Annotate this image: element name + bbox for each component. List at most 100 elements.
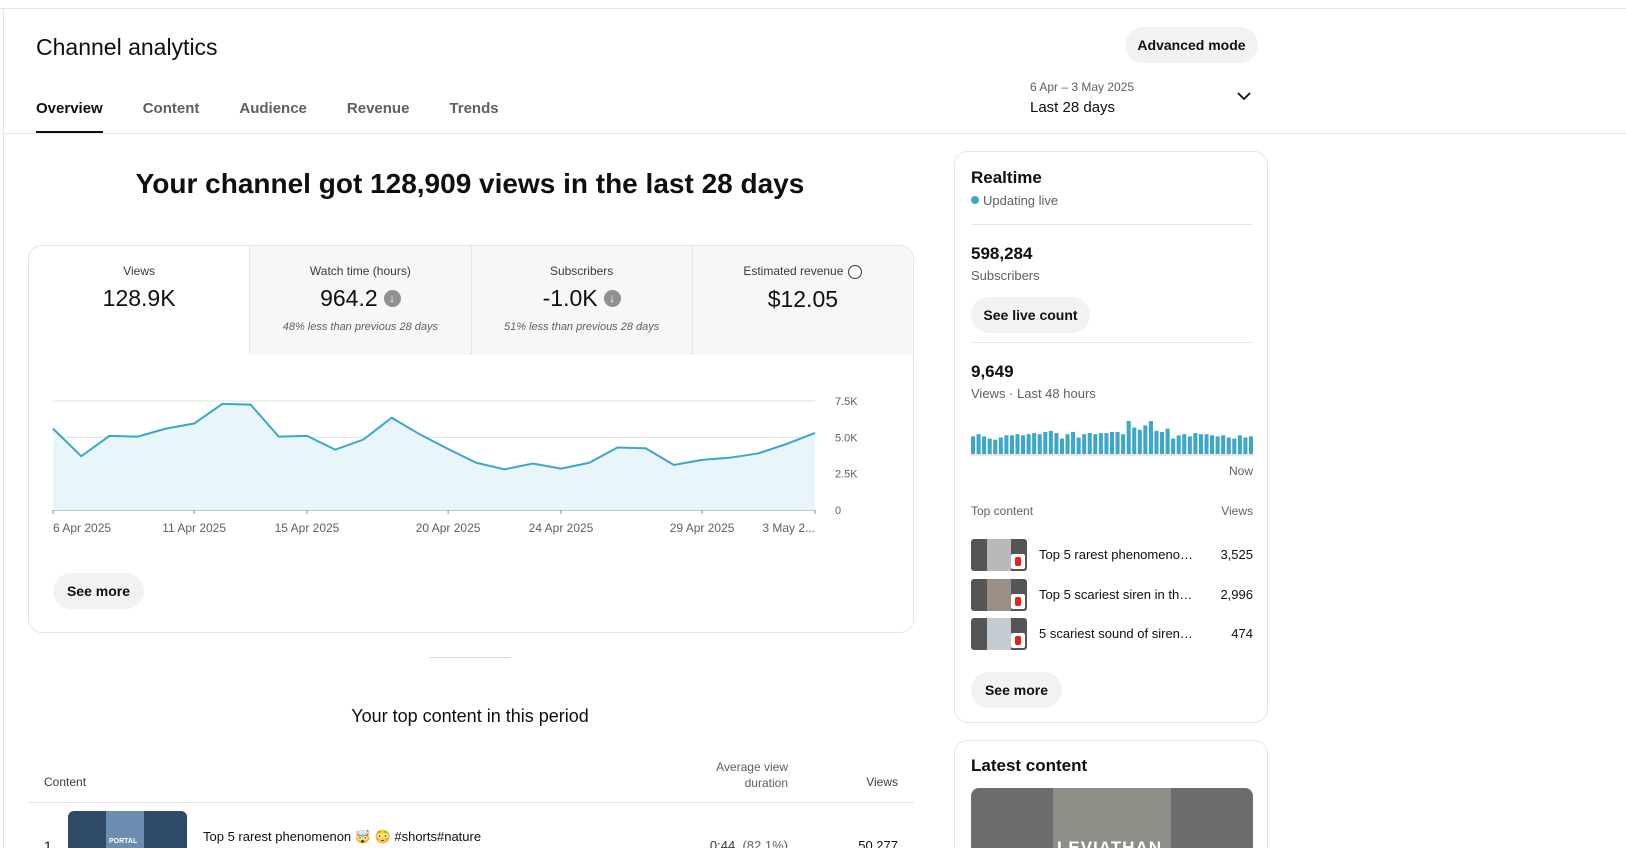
realtime-bar	[1076, 437, 1081, 454]
x-tick-label: 11 Apr 2025	[162, 521, 226, 535]
realtime-bar-chart	[971, 421, 1253, 456]
row-rank: 1	[44, 838, 52, 848]
video-thumbnail	[971, 539, 1027, 571]
tab-revenue[interactable]: Revenue	[346, 100, 410, 117]
realtime-item-views: 2,996	[1220, 587, 1253, 602]
realtime-bar	[1048, 430, 1053, 454]
page-title: Channel analytics	[36, 34, 218, 60]
latest-video-thumbnail[interactable]: LEVIATHAN	[971, 788, 1253, 848]
realtime-bar	[1187, 436, 1192, 454]
realtime-bar	[1009, 435, 1014, 454]
views-column-label: Views	[1221, 504, 1253, 518]
realtime-bar	[1032, 433, 1037, 454]
realtime-bar	[1176, 435, 1181, 454]
realtime-bar	[1065, 434, 1070, 454]
metric-watch-time[interactable]: Watch time (hours) 964.2 48% less than p…	[249, 246, 471, 355]
realtime-bar	[1193, 433, 1198, 454]
video-thumbnail[interactable]: PORTAL	[68, 811, 187, 848]
realtime-bar	[1182, 434, 1187, 454]
metric-label: Subscribers	[549, 264, 614, 278]
metric-tabs: Views 128.9K Watch time (hours) 964.2 48…	[29, 246, 913, 355]
metric-value: 964.2	[320, 285, 378, 311]
metric-revenue[interactable]: Estimated revenue $12.05	[691, 246, 913, 355]
realtime-bar	[1210, 435, 1215, 454]
tab-content[interactable]: Content	[142, 100, 200, 117]
divider	[971, 342, 1253, 343]
metric-subscribers[interactable]: Subscribers -1.0K 51% less than previous…	[470, 246, 692, 355]
date-range-picker[interactable]: 6 Apr – 3 May 2025 Last 28 days	[1030, 80, 1134, 116]
tab-audience[interactable]: Audience	[239, 100, 307, 117]
y-tick-label: 5.0K	[835, 432, 858, 444]
realtime-bar	[1037, 434, 1042, 454]
x-tick-label: 29 Apr 2025	[670, 521, 735, 535]
realtime-bar	[1137, 429, 1142, 454]
realtime-bar	[982, 436, 987, 454]
realtime-bar	[1104, 433, 1109, 454]
realtime-title: Realtime	[971, 168, 1042, 187]
row-views: 50,277	[858, 838, 898, 848]
column-header-content: Content	[44, 775, 87, 789]
see-live-count-button[interactable]: See live count	[971, 297, 1090, 333]
subscriber-label: Subscribers	[971, 268, 1040, 283]
realtime-views-count: 9,649	[971, 362, 1014, 381]
date-range-dates: 6 Apr – 3 May 2025	[1030, 80, 1135, 94]
realtime-bar	[1221, 435, 1226, 454]
metric-views[interactable]: Views 128.9K	[29, 246, 250, 355]
chart-area-fill	[53, 403, 815, 510]
views-series-line	[52, 402, 816, 471]
realtime-bar	[1248, 436, 1253, 454]
realtime-bar	[1126, 421, 1131, 454]
section-divider	[429, 657, 511, 658]
summary-headline: Your channel got 128,909 views in the la…	[135, 168, 805, 199]
x-tick-label: 6 Apr 2025	[53, 521, 111, 535]
latest-content-card: Latest content LEVIATHAN	[954, 740, 1268, 848]
top-content-heading: Your top content in this period	[351, 706, 589, 726]
realtime-item[interactable]: Top 5 rarest phenomenon 🤯 😳 #shorts#natu…	[971, 539, 1253, 571]
realtime-see-more-button[interactable]: See more	[971, 672, 1062, 708]
realtime-item[interactable]: 5 scariest sound of siren head 474	[971, 618, 1253, 650]
video-thumbnail	[971, 579, 1027, 611]
realtime-item[interactable]: Top 5 scariest siren in the world 2,996	[971, 579, 1253, 611]
views-line-chart: 0 2.5K 5.0K 7.5K 6 Apr 2025 11 Apr 2025 15 Apr…	[52, 396, 858, 535]
video-thumbnail	[971, 618, 1027, 650]
avd-time: 0:44	[709, 838, 736, 848]
y-tick-label: 0	[835, 505, 841, 517]
metric-label: Watch time (hours)	[309, 264, 411, 278]
metric-value: 128.9K	[102, 285, 176, 311]
x-tick-label: 20 Apr 2025	[416, 521, 481, 535]
realtime-bar	[1165, 428, 1170, 454]
realtime-item-title: Top 5 scariest siren in the world	[1039, 587, 1195, 602]
divider	[971, 224, 1253, 225]
realtime-bar	[1237, 435, 1242, 454]
realtime-item-views: 474	[1231, 626, 1253, 641]
realtime-bar	[1043, 432, 1048, 454]
realtime-views-label: Views · Last 48 hours	[971, 386, 1096, 401]
tab-trends[interactable]: Trends	[449, 100, 499, 117]
realtime-bar	[976, 434, 981, 454]
realtime-bar	[1115, 432, 1120, 454]
realtime-bar	[1171, 438, 1176, 454]
realtime-bar	[1093, 434, 1098, 454]
realtime-bar	[1154, 430, 1159, 454]
arrow-down-icon	[383, 290, 401, 307]
realtime-bar	[1143, 425, 1148, 454]
chevron-down-icon[interactable]	[1236, 90, 1252, 102]
latest-content-title: Latest content	[971, 756, 1088, 775]
realtime-bar	[1243, 437, 1248, 454]
tab-overview[interactable]: Overview	[36, 100, 103, 134]
row-avd: 0:44 (82.1%)	[650, 838, 788, 848]
avd-percent: (82.1%)	[742, 838, 788, 848]
advanced-mode-button[interactable]: Advanced mode	[1125, 27, 1258, 63]
see-more-button[interactable]: See more	[53, 573, 144, 609]
realtime-bar	[1215, 436, 1220, 454]
realtime-bar	[1071, 432, 1076, 454]
live-dot-icon	[971, 196, 979, 204]
shorts-icon	[1011, 554, 1025, 569]
shorts-icon	[1011, 594, 1025, 609]
metric-label: Views	[123, 264, 156, 278]
realtime-bar	[1198, 434, 1203, 454]
realtime-bar	[1121, 434, 1126, 454]
row-video-title[interactable]: Top 5 rarest phenomenon 🤯 😳 #shorts#natu…	[203, 829, 482, 844]
realtime-bar	[1232, 438, 1237, 454]
x-tick-label: 15 Apr 2025	[275, 521, 340, 535]
